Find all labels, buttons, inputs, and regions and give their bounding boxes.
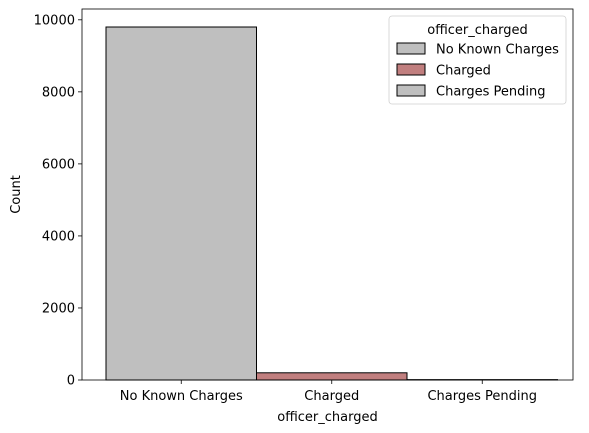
bar-charged	[256, 372, 408, 381]
plot-frame	[81, 8, 574, 381]
y-tick-label: 0	[67, 374, 75, 389]
legend-entry-label: Charges Pending	[436, 85, 546, 100]
x-tick-label: Charges Pending	[427, 389, 537, 404]
bar-no-known-charges	[105, 26, 257, 381]
legend-swatch	[396, 42, 426, 55]
y-tick-label: 2000	[42, 301, 75, 316]
legend: officer_charged No Known Charges Charged C…	[388, 15, 567, 105]
y-axis-label: Count	[9, 175, 24, 214]
legend-entries: No Known Charges Charged Charges Pending	[396, 42, 559, 100]
x-tick-label: No Known Charges	[120, 389, 243, 404]
x-tick-label: Charged	[304, 389, 359, 404]
legend-entry-label: Charged	[436, 64, 491, 79]
bars-layer	[105, 26, 558, 381]
legend-swatch	[396, 63, 426, 76]
x-axis: No Known Charges Charged Charges Pending	[120, 380, 537, 404]
y-tick-label: 4000	[42, 229, 75, 244]
y-tick-label: 6000	[42, 157, 75, 172]
legend-swatch	[396, 84, 426, 97]
legend-title: officer_charged	[427, 23, 527, 38]
y-tick-label: 10000	[34, 13, 75, 28]
y-tick-label: 8000	[42, 85, 75, 100]
x-axis-label: officer_charged	[277, 410, 377, 425]
legend-frame	[388, 15, 567, 105]
y-axis: 0 2000 4000 6000 8000 10000	[34, 13, 82, 389]
legend-entry-label: No Known Charges	[436, 43, 559, 58]
